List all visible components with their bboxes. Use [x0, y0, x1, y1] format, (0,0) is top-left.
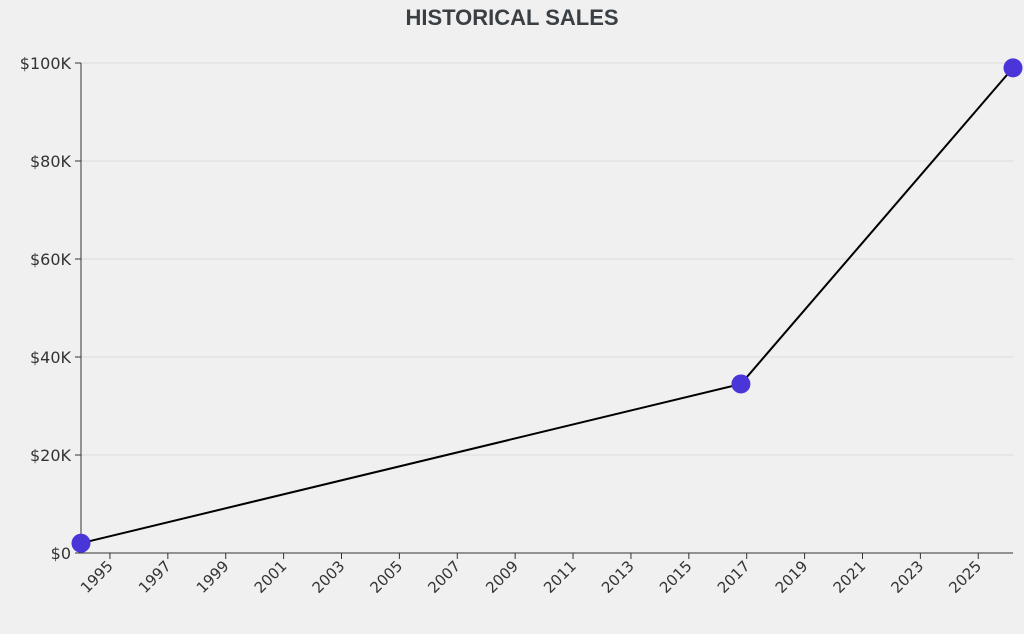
- x-tick-label: 2021: [830, 557, 870, 597]
- y-tick-label: $0: [51, 544, 71, 563]
- y-tick-label: $20K: [30, 446, 72, 465]
- x-tick-label: 2009: [482, 557, 522, 597]
- x-tick-label: 1995: [77, 557, 117, 597]
- x-tick-label: 2007: [424, 557, 464, 597]
- series-line: [80, 67, 1014, 545]
- y-axis-ticks: $0 $20K $40K $60K $80K $100K: [20, 54, 81, 563]
- x-axis-ticks: 1995 1997 1999 2001 2003 2005 2007 2009 2011 2013…: [77, 553, 985, 597]
- x-tick-label: 2011: [540, 557, 580, 597]
- data-point[interactable]: [1003, 58, 1023, 78]
- x-tick-label: 1997: [135, 557, 175, 597]
- x-tick-label: 2015: [656, 557, 696, 597]
- series: [71, 58, 1023, 553]
- y-tick-label: $40K: [30, 348, 72, 367]
- x-tick-label: 1999: [193, 557, 233, 597]
- x-tick-label: 2023: [887, 557, 927, 597]
- y-tick-label: $100K: [20, 54, 72, 73]
- y-tick-label: $80K: [30, 152, 72, 171]
- data-point[interactable]: [71, 533, 91, 553]
- x-tick-label: 2019: [772, 557, 812, 597]
- chart-title: HISTORICAL SALES: [405, 5, 618, 30]
- y-tick-label: $60K: [30, 250, 72, 269]
- x-tick-label: 2025: [945, 557, 985, 597]
- axes: [80, 63, 1013, 554]
- x-tick-label: 2005: [366, 557, 406, 597]
- data-point[interactable]: [731, 374, 751, 394]
- x-tick-label: 2017: [714, 557, 754, 597]
- x-tick-label: 2013: [598, 557, 638, 597]
- gridlines: [81, 62, 1013, 456]
- x-tick-label: 2001: [251, 557, 291, 597]
- x-tick-label: 2003: [309, 557, 349, 597]
